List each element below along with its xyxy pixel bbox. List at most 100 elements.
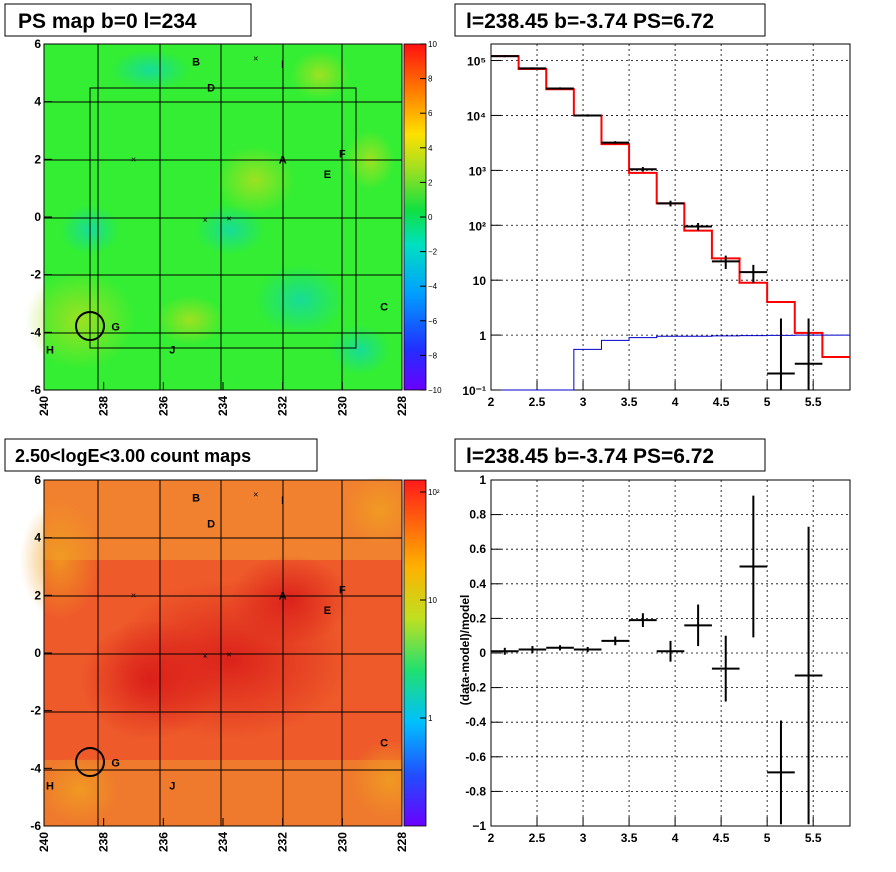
- y-tick-label: 0: [34, 646, 41, 660]
- marker-cross: ×: [131, 154, 136, 164]
- y-tick-label: 2: [34, 152, 41, 166]
- x-tick-label: 2: [488, 395, 495, 409]
- x-tick-label: 4.5: [713, 831, 730, 845]
- y-tick-label: 4: [34, 531, 41, 545]
- spectrum-chart: 2 2.5 3 3.5 4 4.5 5 5.5 10⁻¹ 1 10 10² 10³ 10⁴ 10⁵: [462, 43, 851, 409]
- x-tick-label: 234: [216, 832, 230, 852]
- colorbar-tick-label: −2: [428, 248, 438, 257]
- marker-cross: ×: [202, 651, 207, 661]
- colorbar-tick-label: −8: [428, 351, 438, 360]
- target-circle: [75, 311, 105, 341]
- marker-cross: ×: [253, 489, 258, 499]
- y-tick-label: 10²: [469, 219, 486, 233]
- x-tick-label: 228: [395, 832, 409, 852]
- y-tick-label: 6: [34, 473, 41, 487]
- residual-ylabel: (data-model)/model: [458, 595, 472, 706]
- x-tick-label: 3: [580, 831, 587, 845]
- source-label: D: [207, 518, 215, 530]
- residual-chart: 2 2.5 3 3.5 4 4.5 5 5.5 1 0.8 0.6 0.4 0.2 0 -0.2 -0.4 -0…: [458, 473, 851, 845]
- colorbar-tick-label: 1: [428, 714, 433, 723]
- x-tick-label: 230: [335, 832, 349, 852]
- source-label: F: [339, 585, 346, 597]
- marker-cross: ×: [131, 590, 136, 600]
- map-axis-ticks: 240 238 236 234 232 230 228 6 4 2 0 -2 -4 -6: [30, 473, 409, 852]
- colorbar-ticks: 10² 10 1: [420, 488, 440, 723]
- source-label: B: [192, 56, 200, 68]
- colorbar-tick-label: 6: [428, 109, 433, 118]
- x-tick-label: 240: [37, 396, 51, 416]
- colorbar-tick-label: 10: [428, 596, 437, 605]
- x-tick-label: 4: [672, 831, 679, 845]
- y-tick-label: 0.2: [469, 611, 486, 625]
- y-tick-label: 0.6: [469, 542, 486, 556]
- x-tick-label: 3.5: [621, 395, 638, 409]
- y-tick-label: 10⁵: [467, 55, 486, 69]
- plot-series: [491, 495, 823, 825]
- title-bottom-left: 2.50<logE<3.00 count maps: [4, 438, 318, 472]
- title-top-right: l=238.45 b=-3.74 PS=6.72: [454, 3, 766, 37]
- y-tick-label: -0.2: [465, 681, 486, 695]
- source-label: A: [279, 154, 287, 166]
- x-tick-label: 238: [97, 832, 111, 852]
- source-label: B: [192, 492, 200, 504]
- y-tick-label: 0: [34, 210, 41, 224]
- title-text-bottom-right: l=238.45 b=-3.74 PS=6.72: [466, 445, 714, 468]
- map-axis-ticks: 240 238 236 234 232 230 228 6 4 2 0 -2 -4 -6: [30, 37, 409, 416]
- source-label: H: [46, 345, 54, 357]
- plot-ticks: 2 2.5 3 3.5 4 4.5 5 5.5 10⁻¹ 1 10 10² 10³ 10⁴ 10⁵: [462, 55, 822, 409]
- map-grid: [44, 480, 402, 826]
- x-tick-label: 3: [580, 395, 587, 409]
- x-tick-label: 236: [156, 396, 170, 416]
- y-tick-label: 0.4: [469, 577, 486, 591]
- source-label: G: [111, 322, 120, 334]
- x-tick-label: 2.5: [529, 395, 546, 409]
- colorbar-tick-label: −10: [428, 386, 442, 395]
- marker-cross: ×: [253, 53, 258, 63]
- colorbar-tick-label: 10: [428, 40, 437, 49]
- heatmap-bottom-left: B I D A FE C G H J × × × × 240 238 236 234 232 230 228 6 4 2 0…: [20, 473, 440, 852]
- source-label: G: [111, 758, 120, 770]
- x-tick-label: 4.5: [713, 395, 730, 409]
- y-tick-label: -0.6: [465, 750, 486, 764]
- title-text-top-right: l=238.45 b=-3.74 PS=6.72: [466, 10, 714, 33]
- y-tick-label: 10⁻¹: [462, 384, 486, 398]
- marker-cross: ×: [226, 649, 231, 659]
- source-labels: B I D A FE C G H J × × × ×: [46, 489, 388, 792]
- y-tick-label: -4: [30, 325, 41, 339]
- y-tick-label: -6: [30, 383, 41, 397]
- title-text-top-left: PS map b=0 l=234: [18, 10, 197, 33]
- y-tick-label: 4: [34, 95, 41, 109]
- target-circle: [75, 747, 105, 777]
- x-tick-label: 238: [97, 396, 111, 416]
- title-text-bottom-left: 2.50<logE<3.00 count maps: [15, 446, 251, 466]
- x-tick-label: 2: [488, 831, 495, 845]
- source-label: J: [169, 345, 175, 357]
- source-label: C: [380, 301, 388, 313]
- x-tick-label: 232: [276, 832, 290, 852]
- marker-cross: ×: [202, 215, 207, 225]
- colorbar-tick-label: 4: [428, 144, 433, 153]
- source-label: A: [279, 590, 287, 602]
- y-tick-label: 6: [34, 37, 41, 51]
- colorbar-bottom-left: 10² 10 1: [403, 479, 440, 827]
- y-tick-label: 0: [479, 646, 486, 660]
- y-tick-label: -6: [30, 819, 41, 833]
- source-label: I: [281, 59, 284, 71]
- y-tick-label: 10⁴: [467, 109, 486, 123]
- x-tick-label: 236: [156, 832, 170, 852]
- source-labels: B I D A FE C G H J × × × ×: [46, 53, 388, 356]
- title-top-left: PS map b=0 l=234: [4, 3, 252, 37]
- source-label: I: [281, 495, 284, 507]
- source-label: E: [324, 169, 331, 181]
- y-tick-label: -2: [30, 704, 41, 718]
- y-tick-label: -2: [30, 268, 41, 282]
- y-tick-label: 2: [34, 588, 41, 602]
- colorbar-tick-label: −4: [428, 282, 438, 291]
- y-tick-label: −1: [472, 819, 486, 833]
- y-tick-label: 1: [479, 473, 486, 487]
- map-texture: [25, 50, 395, 375]
- x-tick-label: 240: [37, 832, 51, 852]
- y-tick-label: -0.8: [465, 784, 486, 798]
- colorbar-tick-label: 10²: [428, 488, 440, 497]
